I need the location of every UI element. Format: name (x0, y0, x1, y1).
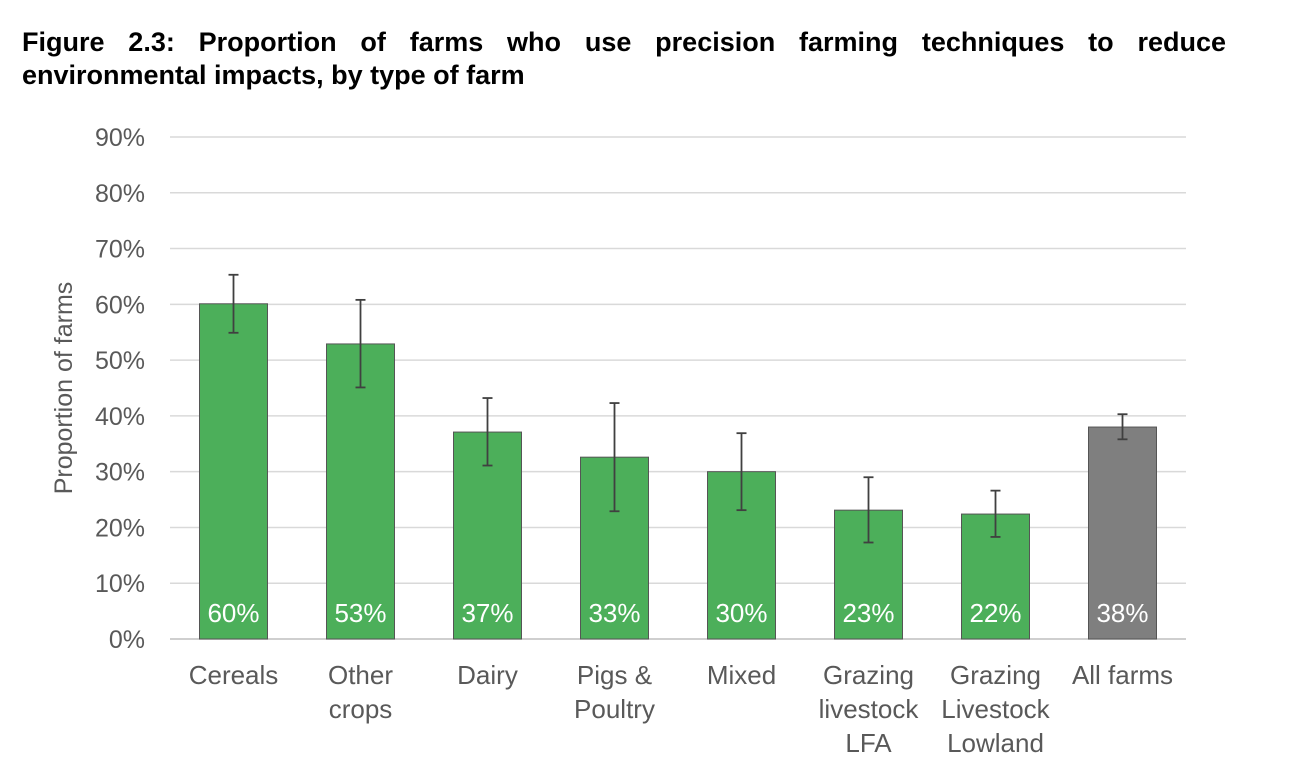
error-bar (355, 298, 366, 389)
x-category-label: All farms (1072, 660, 1173, 690)
error-bar (609, 402, 620, 513)
y-tick-label: 10% (95, 570, 145, 598)
error-bar (736, 432, 747, 512)
x-category-label: Mixed (707, 660, 776, 690)
x-category-label: Cereals (189, 660, 279, 690)
x-category-label: Dairy (457, 660, 518, 690)
y-tick-label: 60% (95, 291, 145, 319)
y-axis-ticks: 0% 10% 20% 30% 40% 50% 60% 70% 80% 90% (95, 124, 145, 654)
bar (453, 431, 522, 640)
y-tick-label: 90% (95, 124, 145, 152)
data-label: 33% (588, 598, 640, 628)
y-tick-label: 20% (95, 514, 145, 542)
x-category-label: Other crops (328, 660, 393, 724)
data-label: 60% (207, 598, 259, 628)
gridlines (170, 136, 1186, 640)
data-label: 22% (969, 598, 1021, 628)
y-tick-label: 50% (95, 347, 145, 375)
error-bar (990, 489, 1001, 538)
figure-title: Figure 2.3: Proportion of farms who use … (22, 27, 1226, 90)
bar (326, 343, 395, 640)
y-axis-label: Proportion of farms (50, 282, 78, 495)
data-labels: 60% 53% 37% 33% 30% 23% 22% 38% (207, 598, 1148, 628)
error-bar (863, 476, 874, 544)
data-label: 53% (334, 598, 386, 628)
y-tick-label: 0% (109, 626, 145, 654)
data-label: 37% (461, 598, 513, 628)
y-tick-label: 30% (95, 459, 145, 487)
y-tick-label: 80% (95, 180, 145, 208)
error-bars (228, 273, 1128, 544)
bar (1088, 426, 1157, 640)
y-tick-label: 70% (95, 236, 145, 264)
error-bar (1117, 413, 1128, 441)
x-category-label: Grazing livestock LFA (819, 660, 920, 758)
bar (199, 303, 268, 640)
x-axis-categories: Cereals Other crops Dairy Pigs & Poultry Mixed… (189, 660, 1173, 758)
data-label: 23% (842, 598, 894, 628)
y-tick-label: 40% (95, 403, 145, 431)
x-category-label: Pigs & Poultry (574, 660, 655, 724)
error-bar (228, 273, 239, 334)
data-label: 38% (1096, 598, 1148, 628)
error-bar (482, 397, 493, 467)
x-category-label: Grazing Livestock Lowland (941, 660, 1050, 758)
data-label: 30% (715, 598, 767, 628)
